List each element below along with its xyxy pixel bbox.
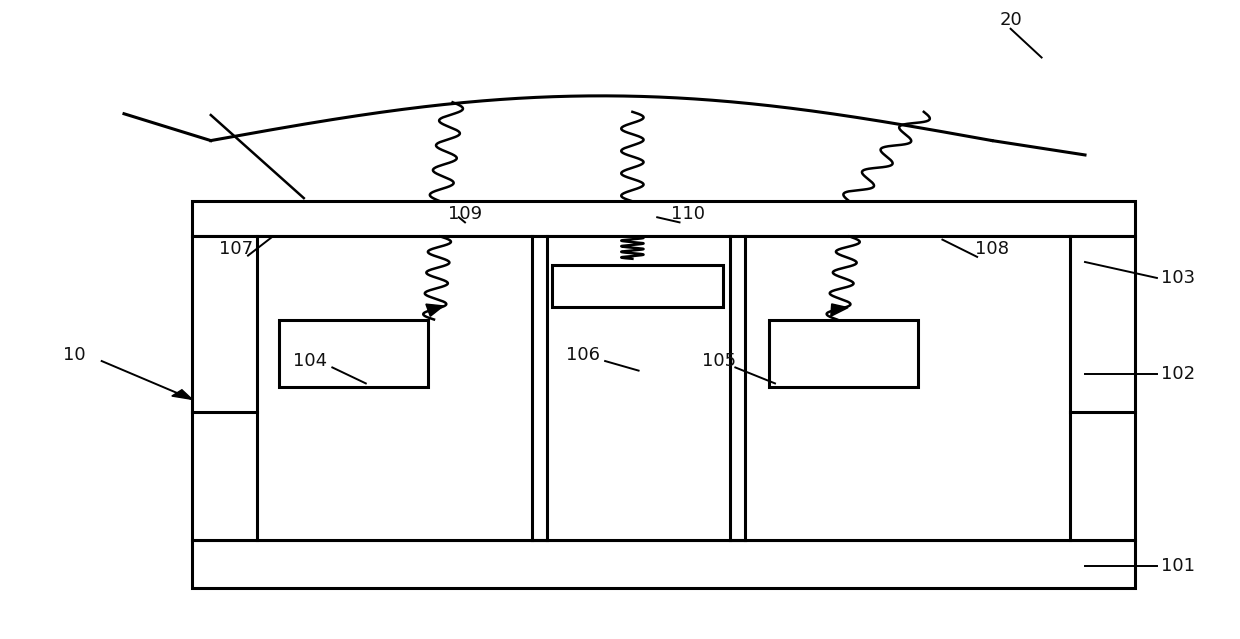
Text: 101: 101 (1161, 557, 1195, 574)
Text: 107: 107 (218, 240, 253, 258)
Polygon shape (831, 304, 848, 316)
Text: 105: 105 (702, 352, 737, 370)
Polygon shape (425, 304, 444, 316)
Text: 10: 10 (63, 346, 86, 364)
Bar (192, 236, 1135, 540)
Text: 109: 109 (448, 205, 482, 223)
Polygon shape (172, 390, 192, 399)
Text: 104: 104 (293, 352, 327, 370)
Text: 20: 20 (999, 12, 1022, 29)
Text: 102: 102 (1161, 365, 1195, 383)
Bar (279, 320, 428, 387)
Text: 110: 110 (671, 205, 706, 223)
Bar (192, 201, 1135, 236)
Bar (192, 540, 1135, 588)
Bar (552, 265, 723, 307)
Text: 108: 108 (975, 240, 1009, 258)
Text: 103: 103 (1161, 269, 1195, 287)
Text: 106: 106 (565, 346, 600, 364)
Bar (769, 320, 918, 387)
